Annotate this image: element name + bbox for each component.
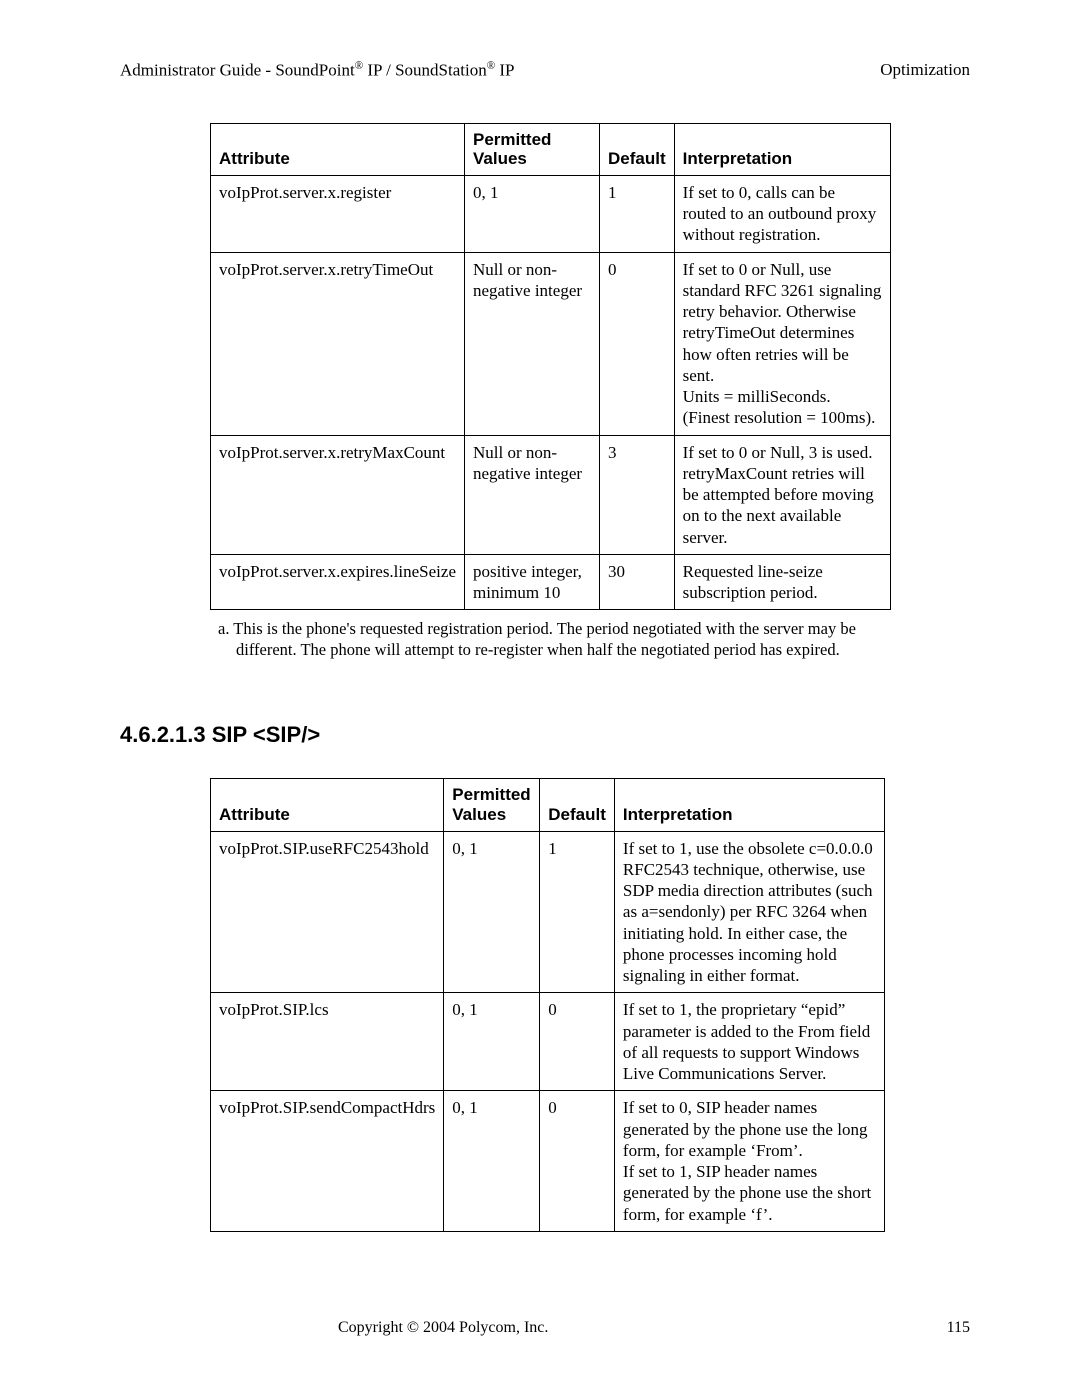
- table-row: voIpProt.SIP.lcs0, 10If set to 1, the pr…: [211, 993, 885, 1091]
- table-cell: voIpProt.SIP.useRFC2543hold: [211, 831, 444, 993]
- table-cell: If set to 0, calls can be routed to an o…: [674, 175, 890, 252]
- table-cell: 30: [600, 554, 675, 610]
- table-cell: If set to 1, the proprietary “epid” para…: [614, 993, 884, 1091]
- table-cell: voIpProt.server.x.retryMaxCount: [211, 435, 465, 554]
- th-interpretation: Interpretation: [614, 779, 884, 831]
- header-text: Administrator Guide - SoundPoint: [120, 61, 355, 80]
- table-row: voIpProt.server.x.retryMaxCountNull or n…: [211, 435, 891, 554]
- registered-mark: ®: [355, 60, 363, 72]
- page-number: 115: [947, 1319, 970, 1337]
- copyright: Copyright © 2004 Polycom, Inc.: [338, 1319, 548, 1337]
- table-cell: voIpProt.server.x.retryTimeOut: [211, 252, 465, 435]
- table-cell: 0, 1: [465, 175, 600, 252]
- table-cell: 0, 1: [444, 831, 540, 993]
- table-cell: voIpProt.server.x.expires.lineSeize: [211, 554, 465, 610]
- table-cell: 0: [540, 1091, 615, 1232]
- table-cell: If set to 0, SIP header names generated …: [614, 1091, 884, 1232]
- th-attribute: Attribute: [211, 779, 444, 831]
- page: Administrator Guide - SoundPoint® IP / S…: [0, 0, 1080, 1397]
- table-cell: 3: [600, 435, 675, 554]
- table-cell: 0: [600, 252, 675, 435]
- table-header-row: Attribute PermittedValues Default Interp…: [211, 779, 885, 831]
- table-cell: If set to 0 or Null, 3 is used. retryMax…: [674, 435, 890, 554]
- table-row: voIpProt.server.x.register0, 11If set to…: [211, 175, 891, 252]
- page-footer: Copyright © 2004 Polycom, Inc. 115: [0, 1319, 1080, 1337]
- th-permitted: PermittedValues: [465, 123, 600, 175]
- table-cell: If set to 1, use the obsolete c=0.0.0.0 …: [614, 831, 884, 993]
- header-text: IP / SoundStation: [363, 61, 487, 80]
- table-cell: Null or non-negative integer: [465, 252, 600, 435]
- table-header-row: Attribute PermittedValues Default Interp…: [211, 123, 891, 175]
- attribute-table-2: Attribute PermittedValues Default Interp…: [210, 778, 885, 1231]
- th-default: Default: [600, 123, 675, 175]
- table-cell: 1: [540, 831, 615, 993]
- table-row: voIpProt.server.x.retryTimeOutNull or no…: [211, 252, 891, 435]
- table-cell: If set to 0 or Null, use standard RFC 32…: [674, 252, 890, 435]
- table-cell: 1: [600, 175, 675, 252]
- table-cell: voIpProt.server.x.register: [211, 175, 465, 252]
- table-row: voIpProt.SIP.useRFC2543hold0, 11If set t…: [211, 831, 885, 993]
- attribute-table-1: Attribute PermittedValues Default Interp…: [210, 123, 891, 611]
- table-cell: Null or non-negative integer: [465, 435, 600, 554]
- table-row: voIpProt.SIP.sendCompactHdrs0, 10If set …: [211, 1091, 885, 1232]
- th-interpretation: Interpretation: [674, 123, 890, 175]
- table-cell: 0, 1: [444, 993, 540, 1091]
- registered-mark: ®: [487, 60, 495, 72]
- section-heading: 4.6.2.1.3 SIP <SIP/>: [120, 722, 970, 748]
- table-cell: positive integer, minimum 10: [465, 554, 600, 610]
- page-header: Administrator Guide - SoundPoint® IP / S…: [120, 60, 970, 81]
- th-attribute: Attribute: [211, 123, 465, 175]
- header-left: Administrator Guide - SoundPoint® IP / S…: [120, 60, 514, 81]
- table-cell: voIpProt.SIP.lcs: [211, 993, 444, 1091]
- table-cell: Requested line-seize subscription period…: [674, 554, 890, 610]
- table-row: voIpProt.server.x.expires.lineSeizeposit…: [211, 554, 891, 610]
- table-cell: 0, 1: [444, 1091, 540, 1232]
- header-right: Optimization: [880, 60, 970, 81]
- table-cell: 0: [540, 993, 615, 1091]
- header-text: IP: [495, 61, 514, 80]
- footnote: a. This is the phone's requested registr…: [218, 618, 870, 660]
- th-permitted: PermittedValues: [444, 779, 540, 831]
- table-cell: voIpProt.SIP.sendCompactHdrs: [211, 1091, 444, 1232]
- th-default: Default: [540, 779, 615, 831]
